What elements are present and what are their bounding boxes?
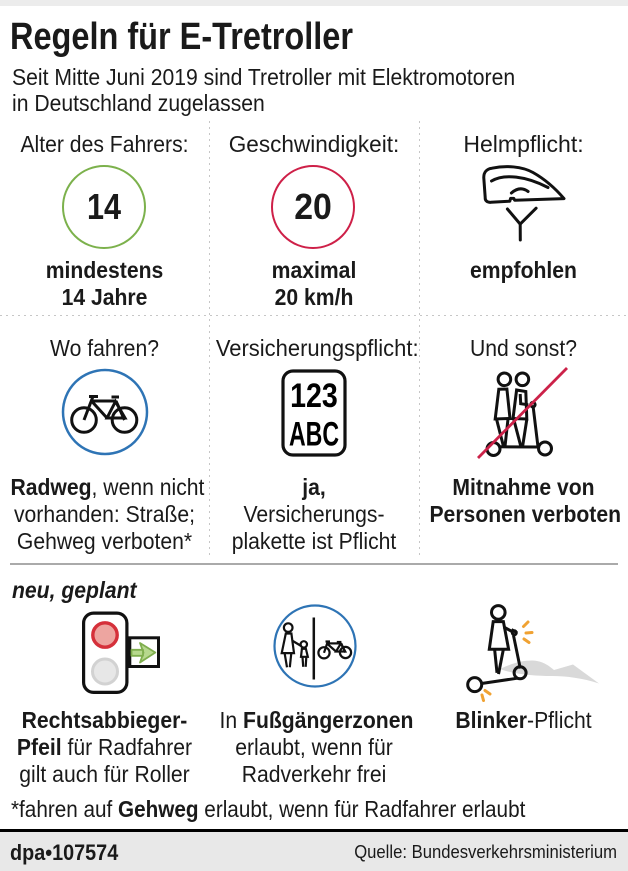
svg-text:ABC: ABC: [289, 416, 339, 453]
svg-text:123: 123: [290, 377, 338, 415]
